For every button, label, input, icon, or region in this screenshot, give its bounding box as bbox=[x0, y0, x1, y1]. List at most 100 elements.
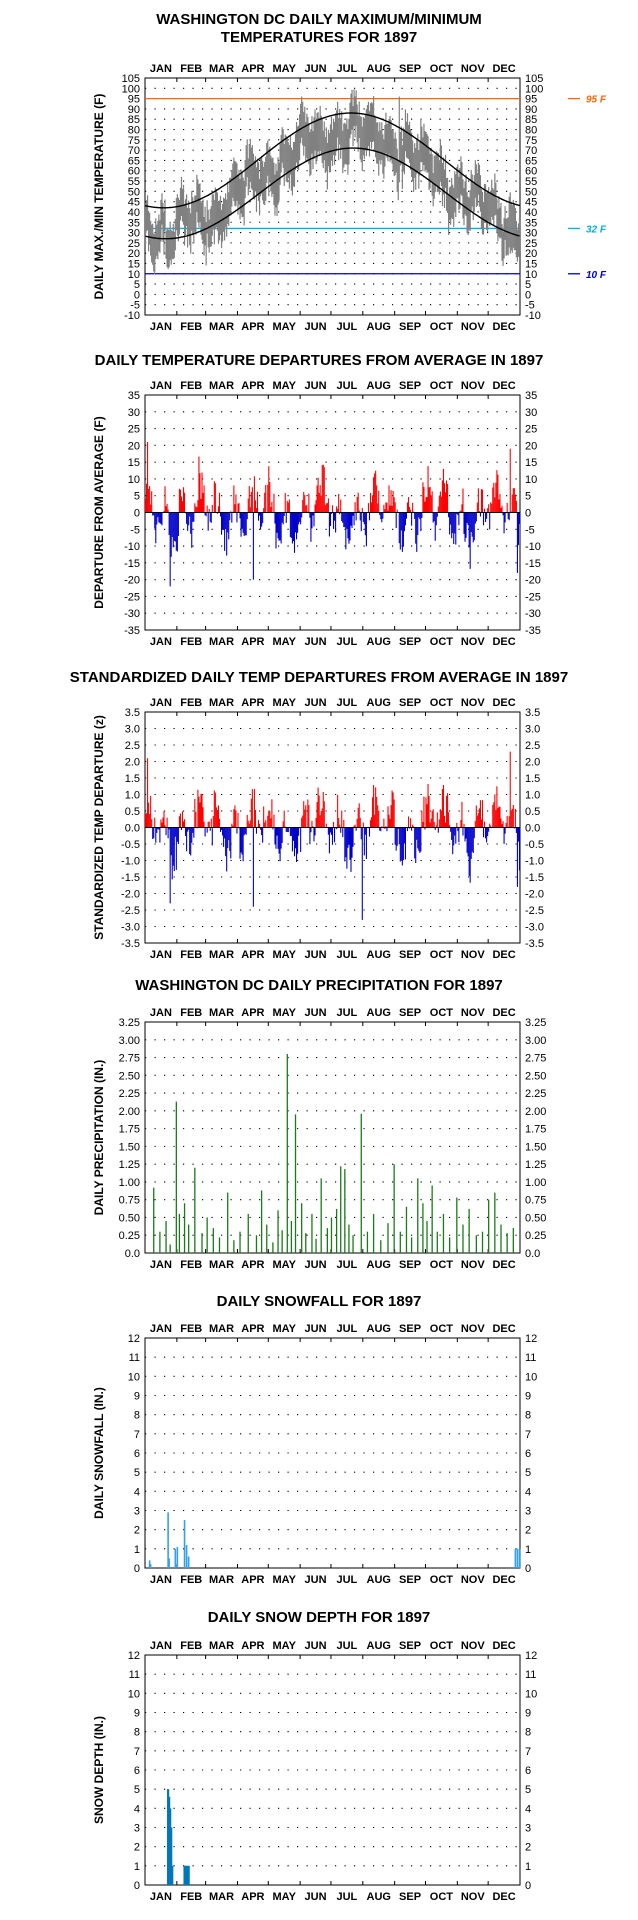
departures-month-bottom-nov: NOV bbox=[461, 636, 486, 648]
temps-ref-label-10: 10 F bbox=[586, 270, 607, 281]
temps-month-bottom-oct: OCT bbox=[430, 321, 454, 333]
std-month-top-jan: JAN bbox=[150, 697, 172, 709]
std-ytick-right-2: -2.5 bbox=[525, 905, 544, 917]
snowdepth-month-bottom-nov: NOV bbox=[461, 1891, 486, 1903]
snowdepth-month-bottom-sep: SEP bbox=[399, 1891, 421, 1903]
temps-ytick-right-8: 30 bbox=[525, 228, 537, 240]
precip-month-bottom-mar: MAR bbox=[209, 1259, 234, 1271]
temps-ytick-left-15: 65 bbox=[128, 155, 140, 167]
std-month-bottom-nov: NOV bbox=[461, 949, 486, 961]
temps-ytick-left-11: 45 bbox=[128, 197, 140, 209]
snowfall-ytick-right-6: 6 bbox=[525, 1448, 531, 1460]
precip-ytick-left-10: 2.50 bbox=[119, 1070, 140, 1082]
snowfall-month-bottom-dec: DEC bbox=[492, 1574, 515, 1586]
departures-ytick-right-13: 30 bbox=[525, 407, 537, 419]
snowdepth-month-top-dec: DEC bbox=[492, 1640, 515, 1652]
departures-ytick-left-6: -5 bbox=[130, 524, 140, 536]
precip-month-top-nov: NOV bbox=[461, 1007, 486, 1019]
temps-ytick-right-1: -5 bbox=[525, 300, 535, 312]
snowdepth-ytick-right-0: 0 bbox=[525, 1880, 531, 1892]
std-ytick-right-12: 2.5 bbox=[525, 740, 540, 752]
precipitation-chart: WASHINGTON DC DAILY PRECIPITATION FOR 18… bbox=[92, 977, 546, 1271]
departures-month-top-dec: DEC bbox=[492, 380, 515, 392]
precip-ytick-left-8: 2.00 bbox=[119, 1106, 140, 1118]
std-ytick-right-0: -3.5 bbox=[525, 938, 544, 950]
temps-ytick-right-20: 90 bbox=[525, 104, 537, 116]
departures-month-bottom-sep: SEP bbox=[399, 636, 421, 648]
precip-ytick-right-5: 1.25 bbox=[525, 1159, 546, 1171]
snowfall-ytick-right-8: 8 bbox=[525, 1410, 531, 1422]
snowdepth-ytick-right-2: 2 bbox=[525, 1842, 531, 1854]
std-month-bottom-jan: JAN bbox=[150, 949, 172, 961]
std-ytick-right-3: -2.0 bbox=[525, 889, 544, 901]
snowfall-ytick-right-4: 4 bbox=[525, 1486, 531, 1498]
precip-month-top-may: MAY bbox=[272, 1007, 296, 1019]
departures-ytick-right-8: 5 bbox=[525, 491, 531, 503]
snowfall-month-bottom-may: MAY bbox=[272, 1574, 296, 1586]
snowfall-month-top-jul: JUL bbox=[336, 1323, 357, 1335]
std-month-top-mar: MAR bbox=[209, 697, 234, 709]
departures-ytick-right-9: 10 bbox=[525, 474, 537, 486]
precip-ytick-right-9: 2.25 bbox=[525, 1088, 546, 1100]
precip-ytick-left-12: 3.00 bbox=[119, 1035, 140, 1047]
departures-ytick-left-0: -35 bbox=[124, 625, 140, 637]
temps-month-top-jul: JUL bbox=[336, 63, 357, 75]
snowdepth-month-top-nov: NOV bbox=[461, 1640, 486, 1652]
precip-month-bottom-nov: NOV bbox=[461, 1259, 486, 1271]
snowdepth-month-top-may: MAY bbox=[272, 1640, 296, 1652]
std-month-bottom-sep: SEP bbox=[399, 949, 421, 961]
std-ytick-left-6: -0.5 bbox=[121, 839, 140, 851]
precip-month-top-jan: JAN bbox=[150, 1007, 172, 1019]
precip-ytick-left-13: 3.25 bbox=[119, 1017, 140, 1029]
snowdepth-month-bottom-dec: DEC bbox=[492, 1891, 515, 1903]
snowdepth-month-bottom-may: MAY bbox=[272, 1891, 296, 1903]
temps-ytick-right-7: 25 bbox=[525, 238, 537, 250]
snowdepth-ylabel: SNOW DEPTH (IN.) bbox=[92, 1716, 106, 1824]
departures-month-bottom-oct: OCT bbox=[430, 636, 454, 648]
snowfall-plot-frame bbox=[144, 1337, 521, 1569]
snowfall-month-bottom-feb: FEB bbox=[180, 1574, 202, 1586]
std-ytick-left-8: 0.5 bbox=[125, 806, 140, 818]
snowfall-ytick-right-0: 0 bbox=[525, 1563, 531, 1575]
precip-ytick-left-6: 1.50 bbox=[119, 1141, 140, 1153]
temps-ytick-right-21: 95 bbox=[525, 94, 537, 106]
departures-ytick-left-10: 15 bbox=[128, 457, 140, 469]
temps-ytick-left-3: 5 bbox=[134, 279, 140, 291]
departures-ytick-right-11: 20 bbox=[525, 440, 537, 452]
temps-ytick-left-6: 20 bbox=[128, 248, 140, 260]
snowdepth-month-top-apr: APR bbox=[241, 1640, 264, 1652]
departures-ytick-right-12: 25 bbox=[525, 424, 537, 436]
std-ylabel: STANDARDIZED TEMP DEPARTURE (z) bbox=[92, 715, 106, 940]
precip-month-bottom-dec: DEC bbox=[492, 1259, 515, 1271]
temps-month-bottom-nov: NOV bbox=[461, 321, 486, 333]
departures-month-bottom-apr: APR bbox=[241, 636, 264, 648]
snowdepth-month-top-oct: OCT bbox=[430, 1640, 454, 1652]
snowfall-month-bottom-jul: JUL bbox=[336, 1574, 357, 1586]
snowdepth-ytick-right-12: 12 bbox=[525, 1650, 537, 1662]
temps-ytick-left-22: 100 bbox=[122, 83, 140, 95]
temps-ytick-right-12: 50 bbox=[525, 186, 537, 198]
snowdepth-month-bottom-jul: JUL bbox=[336, 1891, 357, 1903]
temps-ytick-left-21: 95 bbox=[128, 94, 140, 106]
snowfall-ytick-left-1: 1 bbox=[134, 1544, 140, 1556]
precip-ytick-left-4: 1.00 bbox=[119, 1177, 140, 1189]
temps-ytick-left-19: 85 bbox=[128, 114, 140, 126]
snowfall-ytick-left-2: 2 bbox=[134, 1525, 140, 1537]
snowdepth-ytick-left-5: 5 bbox=[134, 1784, 140, 1796]
temps-ytick-right-15: 65 bbox=[525, 155, 537, 167]
departures-ytick-left-1: -30 bbox=[124, 608, 140, 620]
temps-month-top-oct: OCT bbox=[430, 63, 454, 75]
snowfall-month-top-mar: MAR bbox=[209, 1323, 234, 1335]
std-ytick-right-5: -1.0 bbox=[525, 856, 544, 868]
precip-ytick-left-7: 1.75 bbox=[119, 1124, 140, 1136]
snowdepth-plot-frame bbox=[144, 1654, 521, 1886]
snowdepth-ytick-left-11: 11 bbox=[129, 1669, 140, 1681]
precip-ytick-right-2: 0.50 bbox=[525, 1212, 546, 1224]
precip-ytick-left-0: 0.0 bbox=[125, 1248, 140, 1260]
temps-month-top-dec: DEC bbox=[492, 63, 515, 75]
snowfall-month-top-sep: SEP bbox=[399, 1323, 421, 1335]
precip-month-bottom-sep: SEP bbox=[399, 1259, 421, 1271]
departures-month-bottom-may: MAY bbox=[272, 636, 296, 648]
precip-ytick-right-10: 2.50 bbox=[525, 1070, 546, 1082]
temps-ytick-left-14: 60 bbox=[128, 166, 140, 178]
